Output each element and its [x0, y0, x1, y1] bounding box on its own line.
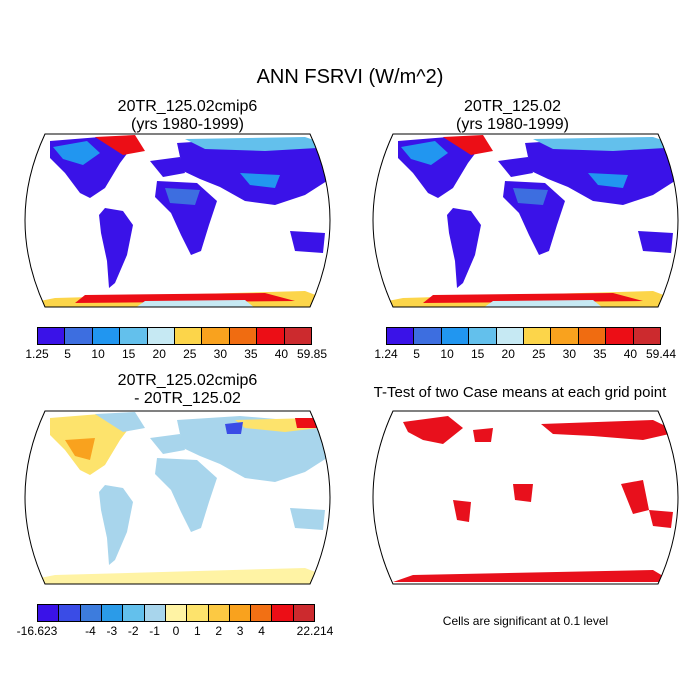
map-panel-3 [24, 410, 331, 585]
colorbar-swatch [59, 605, 81, 621]
colorbar-tick-label: 15 [121, 347, 136, 361]
map-panel-4 [372, 410, 679, 585]
colorbar-swatch [284, 328, 312, 344]
map-border [24, 133, 331, 308]
colorbar-tick-label: 1 [194, 624, 201, 638]
panel2-title-line1: 20TR_125.02 [464, 98, 561, 115]
panel1-title: 20TR_125.02cmip6 (yrs 1980-1999) [25, 98, 350, 134]
colorbar-swatch [387, 328, 415, 344]
colorbar-3-labels: -16.623 -4 -3 -2 -1 0 1 2 3 4 22.214 [17, 624, 334, 638]
significance-cells [393, 416, 678, 582]
colorbar-swatch [38, 605, 60, 621]
colorbar-tick-label: 10 [440, 347, 454, 361]
colorbar-tick-label: 35 [593, 347, 607, 361]
colorbar-swatch [524, 328, 552, 344]
colorbar-swatch [633, 328, 661, 344]
colorbar-swatch [251, 605, 273, 621]
colorbar-swatch [496, 328, 525, 344]
colorbar-swatch [202, 328, 230, 344]
colorbar-tick-label: 3 [236, 624, 244, 638]
colorbar-swatch [65, 328, 93, 344]
colorbar-tick-label: -2 [127, 624, 139, 638]
colorbar-tick-label: 30 [562, 347, 577, 361]
colorbar-tick-label: 4 [258, 624, 265, 638]
colorbar-swatch [578, 328, 607, 344]
colorbar-swatch [414, 328, 442, 344]
colorbar-swatch [229, 605, 252, 621]
map-border [24, 410, 331, 585]
panel1-title-line2: (yrs 1980-1999) [131, 116, 244, 133]
colorbar-swatch [147, 328, 176, 344]
panel2-title-line2: (yrs 1980-1999) [456, 116, 569, 133]
colorbar-tick-label: 1.25 [25, 347, 49, 361]
colorbar-tick-label: 20 [152, 347, 166, 361]
colorbar-swatch [92, 328, 121, 344]
colorbar-swatch [208, 605, 230, 621]
panel4-title-line1: T-Test of two Case means at each grid po… [373, 384, 667, 401]
colorbar-tick-label: 0 [172, 624, 180, 638]
colorbar-tick-label: -16.623 [16, 624, 58, 638]
panel3-title-line2: - 20TR_125.02 [134, 390, 241, 407]
colorbar-swatch [551, 328, 579, 344]
colorbar-swatch [606, 328, 634, 344]
colorbar-swatch [80, 605, 102, 621]
map-land [25, 135, 330, 307]
colorbar-tick-label: 30 [213, 347, 228, 361]
map-land [373, 135, 678, 307]
map-panel-1 [24, 133, 331, 308]
colorbar-tick-label: 25 [532, 347, 546, 361]
panel4-title: T-Test of two Case means at each grid po… [350, 384, 690, 402]
colorbar-tick-label: 2 [215, 624, 223, 638]
colorbar-tick-label: 59.44 [645, 347, 677, 361]
panel3-title: 20TR_125.02cmip6 - 20TR_125.02 [25, 372, 350, 408]
colorbar-swatch [441, 328, 470, 344]
significance-note: Cells are significant at 0.1 level [442, 614, 609, 628]
colorbar-tick-label: 20 [501, 347, 515, 361]
colorbar-swatch [144, 605, 166, 621]
figure-title: ANN FSRVI (W/m^2) [256, 66, 444, 88]
colorbar-swatch [101, 605, 124, 621]
colorbar-swatch [187, 605, 209, 621]
colorbar-swatch [120, 328, 148, 344]
colorbar-tick-label: -4 [85, 624, 96, 638]
colorbar-tick-label: 25 [183, 347, 197, 361]
colorbar-tick-label: 40 [623, 347, 638, 361]
map-border [372, 133, 679, 308]
colorbar-swatch [469, 328, 497, 344]
map-panel-2 [372, 133, 679, 308]
colorbar-tick-label: 35 [244, 347, 258, 361]
colorbar-2 [386, 327, 661, 345]
colorbar-tick-label: 59.85 [296, 347, 328, 361]
colorbar-tick-label: 10 [91, 347, 105, 361]
colorbar-tick-label: 1.24 [374, 347, 398, 361]
panel2-title: 20TR_125.02 (yrs 1980-1999) [350, 98, 675, 134]
colorbar-swatch [165, 605, 188, 621]
colorbar-swatch [229, 328, 258, 344]
colorbar-tick-label: 40 [274, 347, 289, 361]
colorbar-tick-label: -1 [149, 624, 160, 638]
colorbar-swatch [257, 328, 285, 344]
colorbar-swatch [38, 328, 66, 344]
colorbar-1-labels: 1.25 5 10 15 20 25 30 35 40 59.85 [25, 347, 327, 361]
colorbar-swatch [123, 605, 145, 621]
colorbar-2-labels: 1.24 5 10 15 20 25 30 35 40 59.44 [374, 347, 676, 361]
colorbar-tick-label: 5 [413, 347, 420, 361]
colorbar-tick-label: 15 [470, 347, 485, 361]
colorbar-tick-label: -3 [106, 624, 118, 638]
map-land [25, 412, 330, 584]
colorbar-swatch [175, 328, 203, 344]
panel3-title-line1: 20TR_125.02cmip6 [117, 372, 258, 389]
map-border [372, 410, 679, 585]
colorbar-tick-label: 5 [64, 347, 71, 361]
colorbar-swatch [272, 605, 294, 621]
colorbar-tick-label: 22.214 [296, 624, 334, 638]
colorbar-swatch [293, 605, 315, 621]
colorbar-1 [37, 327, 312, 345]
panel1-title-line1: 20TR_125.02cmip6 [117, 98, 258, 115]
colorbar-3 [37, 604, 315, 622]
